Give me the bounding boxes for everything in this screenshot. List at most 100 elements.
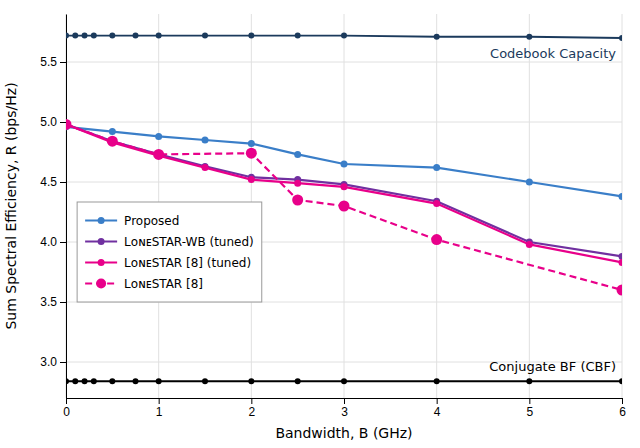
- series-point: [246, 148, 257, 159]
- annotations: Codebook Capacity Conjugate BF (CBF): [489, 46, 616, 374]
- series-point: [109, 33, 115, 39]
- legend-item: Proposed: [85, 214, 179, 228]
- series-point: [434, 378, 440, 384]
- legend-item: LᴏɴᴇSTAR [8]: [85, 277, 203, 291]
- series-point: [339, 201, 350, 212]
- series-point: [155, 133, 162, 140]
- annotation: Codebook Capacity: [490, 46, 616, 61]
- series-point: [617, 285, 623, 296]
- series-point: [526, 179, 533, 186]
- y-axis-tick-label: 5.5: [40, 55, 57, 69]
- x-axis-tick-mark: [159, 398, 160, 404]
- series-point: [66, 33, 69, 39]
- y-axis-tick: 3.0: [40, 355, 66, 369]
- y-axis-tick-mark: [60, 62, 66, 63]
- x-axis-tick: 3: [341, 398, 348, 419]
- x-axis-tick: 5: [526, 398, 533, 419]
- series-point: [91, 378, 97, 384]
- x-axis-title: Bandwidth, B (GHz): [275, 425, 412, 441]
- x-axis-tick: 2: [248, 398, 255, 419]
- legend-box: [77, 202, 262, 302]
- y-axis-tick-label: 5.0: [40, 115, 57, 129]
- legend-swatch-marker: [96, 279, 106, 289]
- series-point: [434, 34, 440, 40]
- series-point: [107, 136, 118, 147]
- series-point: [526, 34, 532, 40]
- x-axis-tick-label: 0: [63, 405, 70, 419]
- series-point: [109, 378, 115, 384]
- series-line: [66, 124, 622, 256]
- series-point: [248, 378, 254, 384]
- x-axis: 0 1 2 3 4 5 6: [63, 398, 626, 419]
- grid: [66, 14, 622, 398]
- legend-item: LᴏɴᴇSTAR-WB (tuned): [85, 235, 254, 249]
- y-axis-tick: 4.5: [40, 175, 66, 189]
- y-axis-tick: 5.5: [40, 55, 66, 69]
- series: [66, 121, 622, 266]
- series-point: [202, 378, 208, 384]
- grid-line-y: [66, 62, 622, 63]
- x-axis-tick-label: 6: [619, 405, 626, 419]
- series-point: [341, 183, 348, 190]
- series-point: [619, 253, 623, 260]
- series-point: [82, 378, 88, 384]
- series-point: [91, 33, 97, 39]
- grid-line-x: [529, 14, 530, 398]
- x-axis-tick-label: 3: [341, 405, 348, 419]
- series-point: [341, 378, 347, 384]
- series-point: [295, 33, 301, 39]
- series-point: [294, 151, 301, 158]
- x-axis-tick-mark: [344, 398, 345, 404]
- legend-swatch-marker: [98, 217, 105, 224]
- series-point: [66, 378, 69, 384]
- series-point: [292, 195, 303, 206]
- x-axis-tick: 4: [434, 398, 441, 419]
- series-line: [66, 127, 622, 197]
- series-point: [248, 176, 255, 183]
- plot: 0 1 2 3 4 5 6 3.0 3.5 4.0 4.5 5.0 5.5 Codebook Capaci…: [40, 14, 627, 419]
- y-axis-tick: 4.0: [40, 235, 66, 249]
- data: [66, 33, 622, 385]
- series-point: [153, 149, 164, 160]
- series-point: [202, 33, 208, 39]
- annotation: Conjugate BF (CBF): [489, 359, 616, 374]
- x-axis-tick-label: 2: [248, 405, 255, 419]
- legend-label: LᴏɴᴇSTAR [8]: [124, 277, 203, 291]
- x-axis-tick: 1: [156, 398, 163, 419]
- y-axis-tick-mark: [60, 242, 66, 243]
- series-point: [433, 164, 440, 171]
- x-axis-tick-mark: [529, 398, 530, 404]
- series-point: [248, 33, 254, 39]
- series-point: [82, 33, 88, 39]
- x-axis-tick: 0: [63, 398, 70, 419]
- series-point: [109, 128, 116, 135]
- series-point: [133, 378, 139, 384]
- x-axis-tick-mark: [622, 398, 623, 404]
- series-point: [294, 180, 301, 187]
- series-point: [526, 378, 532, 384]
- series-point: [202, 137, 209, 144]
- series: [66, 33, 622, 41]
- legend-label: LᴏɴᴇSTAR [8] (tuned): [124, 256, 251, 270]
- series-point: [248, 140, 255, 147]
- y-axis-tick-label: 3.5: [40, 295, 57, 309]
- grid-line-x: [66, 14, 67, 398]
- legend-swatch-marker: [98, 259, 105, 266]
- series-point: [295, 378, 301, 384]
- legend-label: LᴏɴᴇSTAR-WB (tuned): [124, 235, 254, 249]
- y-axis-line: [66, 15, 67, 399]
- legend: Proposed LᴏɴᴇSTAR-WB (tuned) LᴏɴᴇSTAR [8] …: [77, 202, 262, 302]
- legend-swatch-marker: [98, 238, 105, 245]
- x-axis-tick-label: 4: [434, 405, 441, 419]
- y-axis-tick-mark: [60, 302, 66, 303]
- series-point: [341, 161, 348, 168]
- grid-line-x: [622, 14, 623, 398]
- x-axis-tick-mark: [437, 398, 438, 404]
- series: [66, 378, 622, 384]
- x-axis-tick-label: 5: [526, 405, 533, 419]
- series-point: [66, 119, 72, 130]
- series-point: [619, 259, 623, 266]
- series-point: [202, 164, 209, 171]
- series-point: [133, 33, 139, 39]
- x-axis-tick-mark: [251, 398, 252, 404]
